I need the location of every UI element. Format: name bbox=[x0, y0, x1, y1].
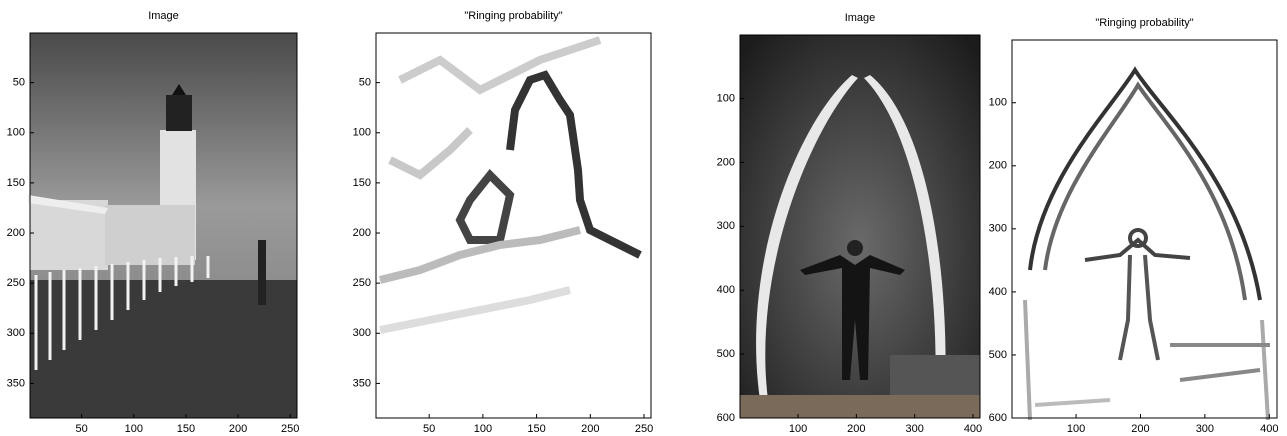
x-tick-label: 200 bbox=[581, 423, 599, 435]
y-tick-label: 200 bbox=[989, 160, 1007, 172]
y-tick-label: 250 bbox=[353, 277, 371, 289]
x-tick-label: 100 bbox=[789, 423, 807, 435]
y-tick-label: 150 bbox=[353, 177, 371, 189]
x-tick-label: 250 bbox=[281, 423, 299, 435]
y-tick-label: 200 bbox=[353, 227, 371, 239]
ringing-map-1 bbox=[376, 33, 651, 418]
y-tick-label: 400 bbox=[717, 284, 735, 296]
x-tick-label: 50 bbox=[76, 423, 88, 435]
y-tick-label: 350 bbox=[7, 377, 25, 389]
y-tick-label: 50 bbox=[13, 77, 25, 89]
x-tick-label: 200 bbox=[847, 423, 865, 435]
x-tick-label: 200 bbox=[1131, 423, 1149, 435]
x-tick-label: 50 bbox=[423, 423, 435, 435]
axes-frame bbox=[375, 32, 652, 419]
x-tick-label: 300 bbox=[905, 423, 923, 435]
x-tick-label: 150 bbox=[527, 423, 545, 435]
y-tick-label: 300 bbox=[353, 327, 371, 339]
y-tick-label: 250 bbox=[7, 277, 25, 289]
panel-title: Image bbox=[148, 10, 179, 22]
y-tick-label: 100 bbox=[989, 97, 1007, 109]
y-tick-label: 600 bbox=[717, 412, 735, 424]
y-tick-label: 350 bbox=[353, 377, 371, 389]
y-tick-label: 400 bbox=[989, 286, 1007, 298]
y-tick-label: 300 bbox=[7, 327, 25, 339]
x-tick-label: 100 bbox=[474, 423, 492, 435]
ringing-map-2 bbox=[1012, 40, 1277, 421]
y-tick-label: 150 bbox=[7, 177, 25, 189]
x-tick-label: 200 bbox=[229, 423, 247, 435]
y-tick-label: 100 bbox=[353, 127, 371, 139]
photo-whale-bones bbox=[740, 35, 980, 418]
y-tick-label: 100 bbox=[7, 127, 25, 139]
x-tick-label: 100 bbox=[125, 423, 143, 435]
x-tick-label: 100 bbox=[1067, 423, 1085, 435]
y-tick-label: 300 bbox=[989, 223, 1007, 235]
panel-title: "Ringing probability" bbox=[464, 10, 562, 22]
x-tick-label: 150 bbox=[177, 423, 195, 435]
panel-title: "Ringing probability" bbox=[1095, 17, 1193, 29]
y-tick-label: 600 bbox=[989, 412, 1007, 424]
y-tick-label: 50 bbox=[359, 77, 371, 89]
panel-title: Image bbox=[845, 12, 876, 24]
y-tick-label: 200 bbox=[7, 227, 25, 239]
y-tick-label: 500 bbox=[989, 349, 1007, 361]
axes-frame bbox=[29, 32, 298, 419]
y-tick-label: 200 bbox=[717, 156, 735, 168]
y-tick-label: 500 bbox=[717, 348, 735, 360]
x-tick-label: 300 bbox=[1196, 423, 1214, 435]
photo-lighthouse bbox=[28, 33, 297, 418]
y-tick-label: 100 bbox=[717, 92, 735, 104]
x-tick-label: 400 bbox=[964, 423, 982, 435]
x-tick-label: 250 bbox=[635, 423, 653, 435]
y-tick-label: 300 bbox=[717, 220, 735, 232]
x-tick-label: 400 bbox=[1260, 423, 1278, 435]
